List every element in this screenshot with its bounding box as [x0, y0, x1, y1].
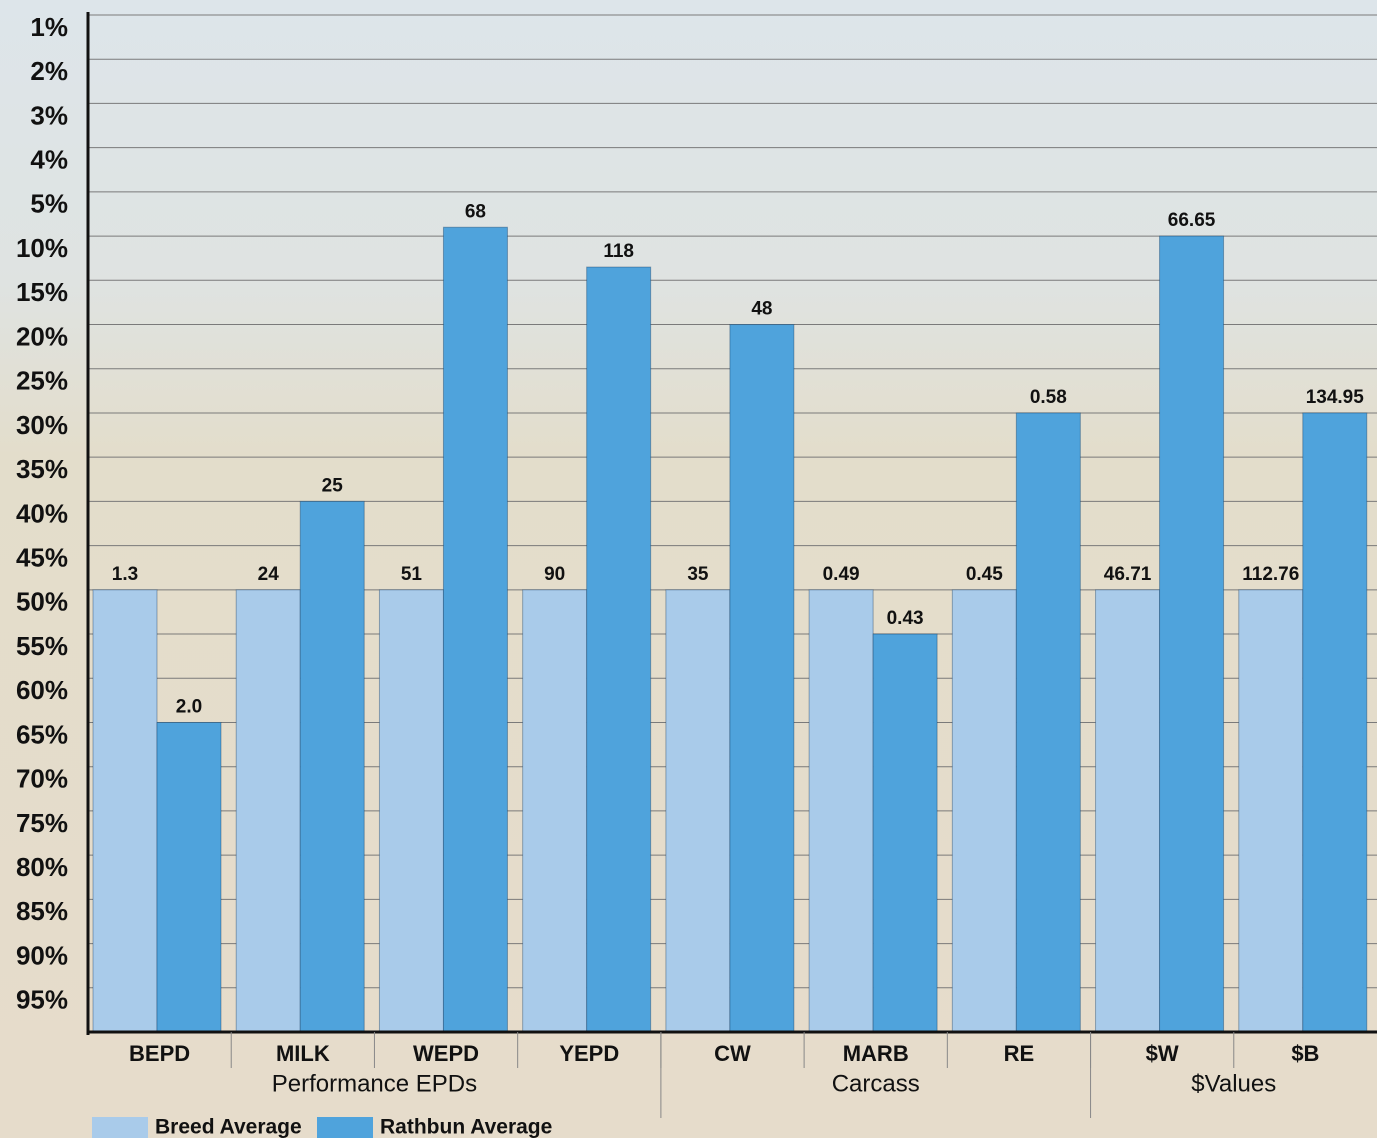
bar	[729, 324, 795, 1033]
y-tick-label: 35%	[16, 454, 68, 484]
x-tick-label: WEPD	[413, 1041, 479, 1066]
bar	[1095, 589, 1161, 1033]
bar	[92, 589, 158, 1033]
value-label: 0.43	[887, 608, 924, 629]
legend-label: Breed Average	[155, 1116, 302, 1138]
y-tick-label: 95%	[16, 985, 68, 1015]
value-label: 134.95	[1306, 387, 1365, 408]
bar	[1238, 589, 1304, 1033]
y-tick-label: 4%	[30, 145, 68, 175]
x-tick-label: BEPD	[129, 1041, 190, 1066]
y-tick-label: 3%	[30, 100, 68, 130]
value-label: 0.49	[823, 564, 860, 585]
bar	[1015, 412, 1081, 1033]
legend-swatch	[92, 1117, 148, 1138]
value-label: 35	[687, 564, 709, 585]
bar	[586, 266, 652, 1033]
value-label: 1.3	[112, 564, 138, 585]
y-tick-label: 1%	[30, 12, 68, 42]
y-tick-label: 55%	[16, 631, 68, 661]
value-label: 66.65	[1168, 210, 1216, 231]
value-label: 25	[322, 475, 344, 496]
value-label: 118	[603, 241, 634, 262]
value-label: 46.71	[1104, 564, 1152, 585]
x-tick-label: YEPD	[559, 1041, 619, 1066]
y-tick-label: 45%	[16, 542, 68, 572]
y-tick-label: 75%	[16, 808, 68, 838]
y-tick-label: 5%	[30, 189, 68, 219]
y-tick-label: 65%	[16, 719, 68, 749]
bar	[808, 589, 874, 1033]
x-tick-label: $B	[1291, 1041, 1319, 1066]
legend-label: Rathbun Average	[380, 1116, 552, 1138]
bar	[1302, 412, 1368, 1033]
y-tick-label: 60%	[16, 675, 68, 705]
legend-swatch	[317, 1117, 373, 1138]
x-tick-label: MARB	[843, 1041, 909, 1066]
bar	[522, 589, 588, 1033]
bar	[235, 589, 301, 1033]
value-label: 68	[465, 201, 486, 222]
y-tick-label: 40%	[16, 498, 68, 528]
y-tick-label: 85%	[16, 896, 68, 926]
bar	[872, 633, 938, 1033]
y-tick-label: 25%	[16, 366, 68, 396]
value-label: 90	[544, 564, 565, 585]
bar	[1159, 235, 1225, 1033]
x-tick-label: MILK	[276, 1041, 330, 1066]
y-tick-label: 15%	[16, 277, 68, 307]
value-label: 112.76	[1242, 564, 1299, 585]
bar	[665, 589, 731, 1033]
x-tick-label: CW	[714, 1041, 751, 1066]
value-label: 48	[751, 299, 772, 320]
value-label: 2.0	[176, 696, 202, 717]
y-tick-label: 70%	[16, 764, 68, 794]
bar	[156, 721, 222, 1033]
value-label: 24	[258, 564, 280, 585]
value-label: 0.58	[1030, 387, 1067, 408]
bar	[378, 589, 444, 1033]
group-label: $Values	[1191, 1070, 1276, 1097]
x-tick-label: $W	[1146, 1041, 1179, 1066]
group-label: Performance EPDs	[272, 1070, 477, 1097]
bar	[299, 500, 365, 1033]
x-tick-label: RE	[1004, 1041, 1035, 1066]
value-label: 0.45	[966, 564, 1003, 585]
bar	[951, 589, 1017, 1033]
bar	[442, 226, 508, 1033]
value-label: 51	[401, 564, 423, 585]
y-tick-label: 20%	[16, 321, 68, 351]
y-tick-label: 10%	[16, 233, 68, 263]
y-tick-label: 30%	[16, 410, 68, 440]
y-tick-label: 90%	[16, 940, 68, 970]
y-tick-label: 50%	[16, 587, 68, 617]
group-label: Carcass	[832, 1070, 920, 1097]
y-tick-label: 2%	[30, 56, 68, 86]
y-tick-label: 80%	[16, 852, 68, 882]
